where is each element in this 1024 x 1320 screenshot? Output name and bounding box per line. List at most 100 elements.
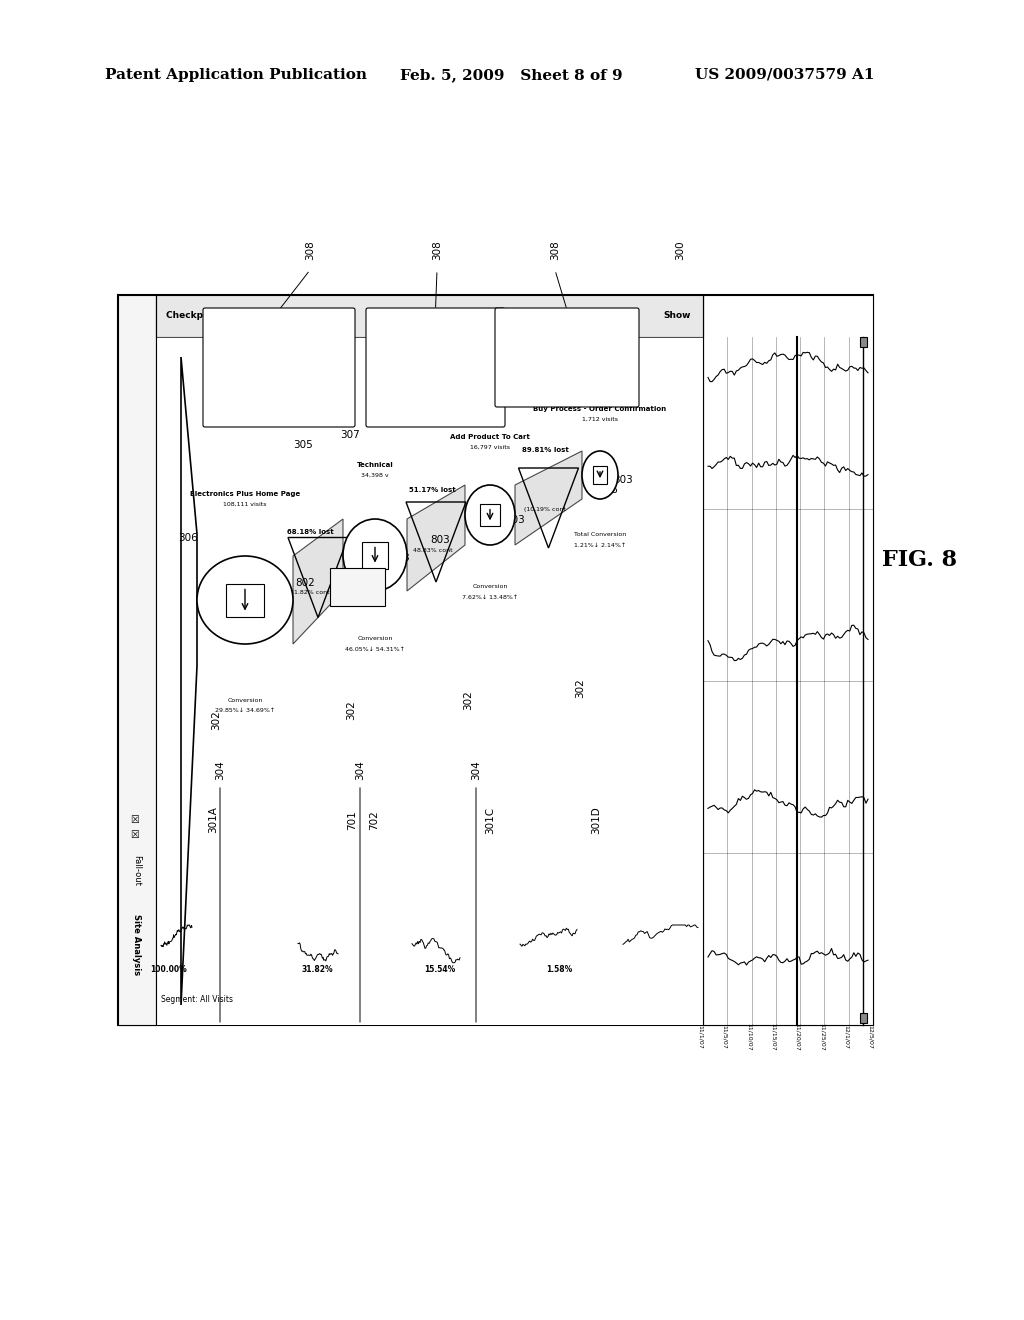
Text: 305: 305 [418, 414, 438, 425]
Bar [226, 583, 264, 616]
Text: Electronics Plus Ho...: Electronics Plus Ho... [501, 368, 558, 374]
Text: 12/5/07: 12/5/07 [868, 1026, 873, 1049]
Text: 100.00%: 100.00% [151, 965, 187, 974]
Text: Buy Process - Order Confirmation: Buy Process - Order Confirmation [534, 407, 667, 412]
Text: 1,5...: 1,5... [618, 337, 633, 341]
Text: 305: 305 [528, 393, 548, 403]
Text: Category: Electronics: Category: Electronics [501, 384, 559, 389]
Text: 303: 303 [390, 553, 410, 564]
Text: 302: 302 [211, 710, 221, 730]
Text: Total Conversion: Total Conversion [573, 532, 626, 537]
Text: All Others  25,563(34...: All Others 25,563(34... [209, 400, 273, 405]
Text: 9...: 9... [340, 352, 349, 356]
Text: 307: 307 [575, 383, 595, 393]
Bar [362, 541, 388, 569]
Text: 11/25/07: 11/25/07 [819, 1023, 824, 1051]
Text: Remove: Remove [343, 578, 371, 583]
Text: 31.82%: 31.82% [301, 965, 333, 974]
Text: 1...: 1... [490, 337, 499, 341]
Ellipse shape [582, 451, 618, 499]
Polygon shape [407, 484, 465, 591]
Polygon shape [293, 519, 343, 644]
Text: Product:Dungeon Expl...: Product:Dungeon Expl... [372, 337, 438, 341]
Text: Electronics Plus Home...: Electronics Plus Home... [372, 352, 438, 356]
Polygon shape [515, 451, 582, 545]
Text: 303: 303 [505, 515, 525, 525]
Text: Segment: All Visits: Segment: All Visits [161, 995, 233, 1005]
Text: (10.19% cont: (10.19% cont [524, 507, 566, 512]
Text: 304: 304 [355, 760, 365, 780]
Text: 802: 802 [295, 578, 314, 587]
Bar [860, 1012, 867, 1023]
Text: 8...: 8... [340, 368, 349, 374]
FancyBboxPatch shape [495, 308, 639, 407]
Text: Category: Soft...  8,631(7,9...: Category: Soft... 8,631(7,9... [209, 337, 289, 341]
Bar [480, 504, 500, 527]
Text: 3...: 3... [340, 319, 349, 325]
Text: 11/15/07: 11/15/07 [771, 1023, 776, 1051]
Ellipse shape [465, 484, 515, 545]
Text: 51.17% lost: 51.17% lost [410, 487, 456, 492]
Ellipse shape [197, 556, 293, 644]
Text: 108,111 visits: 108,111 visits [223, 502, 266, 507]
Text: 800: 800 [383, 550, 402, 560]
Text: 68.18% lost: 68.18% lost [287, 529, 334, 536]
Text: Exited Site►  20,704(19...: Exited Site► 20,704(19... [209, 319, 280, 325]
Text: 3...: 3... [490, 319, 499, 325]
Text: 424...: 424... [617, 384, 633, 389]
Text: 301A: 301A [208, 807, 218, 833]
Text: 1...: 1... [490, 400, 499, 405]
Text: Exited Site►: Exited Site► [501, 352, 535, 356]
Text: Show: Show [663, 312, 690, 321]
Text: Category: Acc...  7,903(7,3...: Category: Acc... 7,903(7,3... [209, 352, 288, 356]
Text: 306: 306 [178, 533, 198, 543]
Text: 304: 304 [471, 760, 481, 780]
Text: 308: 308 [550, 240, 560, 260]
Text: Electronics Plus Home Page: Electronics Plus Home Page [189, 491, 300, 498]
Text: 6,2...: 6,2... [618, 319, 633, 325]
Text: Category: Computers: Category: Computers [372, 368, 431, 374]
Text: 303: 303 [613, 475, 633, 484]
Text: 7...: 7... [490, 384, 499, 389]
Text: 306: 306 [473, 506, 493, 515]
Text: Remove Product: Remove Product [501, 337, 546, 341]
Text: 305: 305 [293, 440, 313, 450]
Text: 46.05%↓ 54.31%↑: 46.05%↓ 54.31%↑ [345, 647, 404, 652]
Text: 12/1/07: 12/1/07 [844, 1026, 849, 1049]
Text: 9...: 9... [490, 352, 499, 356]
Text: 701: 701 [347, 810, 357, 830]
Text: 302: 302 [575, 678, 585, 698]
Text: 307: 307 [340, 430, 359, 440]
Text: 7...: 7... [340, 384, 349, 389]
Bar [118, 294, 156, 1026]
Text: 11/10/07: 11/10/07 [746, 1023, 752, 1051]
Text: 15.54%: 15.54% [424, 965, 455, 974]
Text: 8...: 8... [490, 368, 499, 374]
Bar [330, 568, 385, 606]
Text: 1.21%↓ 2.14%↑: 1.21%↓ 2.14%↑ [573, 543, 626, 548]
Text: Checkpoint Selector: Checkpoint Selector [166, 312, 268, 321]
Bar [593, 466, 607, 484]
Text: 300: 300 [675, 240, 685, 260]
Text: Technical: Technical [356, 462, 393, 469]
Text: 34,398 v: 34,398 v [361, 473, 389, 478]
Bar [118, 294, 873, 1026]
Text: 302: 302 [346, 700, 356, 719]
Text: Conversion: Conversion [357, 636, 392, 642]
Text: FIG. 8: FIG. 8 [883, 549, 957, 572]
Text: Fall-out: Fall-out [132, 854, 141, 886]
Text: All Others: All Others [501, 400, 528, 405]
Bar [860, 337, 867, 347]
FancyBboxPatch shape [366, 308, 505, 426]
Text: 308: 308 [305, 240, 315, 260]
Text: 308: 308 [432, 240, 442, 260]
Text: 11/20/07: 11/20/07 [796, 1023, 800, 1051]
Text: Add Product To Cart: Add Product To Cart [451, 434, 530, 440]
Text: 302: 302 [463, 690, 473, 710]
Text: Feb. 5, 2009   Sheet 8 of 9: Feb. 5, 2009 Sheet 8 of 9 [400, 69, 623, 82]
Text: ☒: ☒ [131, 830, 139, 840]
Text: 48.83% cont: 48.83% cont [413, 548, 453, 553]
Text: 803: 803 [430, 535, 450, 545]
Text: 850...: 850... [617, 352, 633, 356]
Text: 89.81% lost: 89.81% lost [521, 447, 568, 453]
